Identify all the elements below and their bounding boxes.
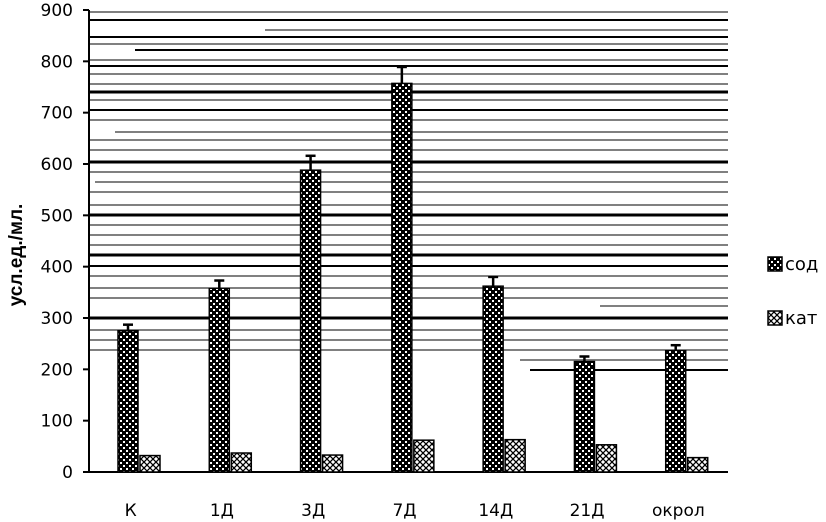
x-tick-label: 3Д bbox=[301, 501, 325, 521]
bar-kat-2 bbox=[321, 454, 344, 473]
bar-kat-0 bbox=[139, 454, 161, 473]
bar-sod-5 bbox=[573, 360, 596, 473]
y-tick-label: 200 bbox=[41, 360, 73, 380]
y-tick-label: 700 bbox=[41, 104, 73, 124]
bar-sod-3 bbox=[391, 82, 413, 473]
y-tick-label: 400 bbox=[41, 258, 73, 278]
bar-kat-4 bbox=[504, 438, 526, 473]
legend: сод кат bbox=[767, 254, 818, 329]
y-tick-label: 0 bbox=[62, 463, 73, 483]
y-tick-label: 900 bbox=[41, 1, 73, 21]
bar-kat-6 bbox=[686, 456, 709, 473]
legend-swatch-sod bbox=[767, 256, 783, 272]
bar-sod-2 bbox=[299, 169, 322, 473]
bar-sod-0 bbox=[117, 330, 139, 473]
bar-sod-6 bbox=[664, 349, 687, 473]
y-tick-label: 300 bbox=[41, 309, 73, 329]
bar-kat-3 bbox=[413, 439, 435, 473]
bar-sod-4 bbox=[482, 285, 504, 473]
y-axis-label: усл.ед./мл. bbox=[6, 204, 27, 307]
x-tick-labels: К 1Д 3Д 7Д 14Д 21Д окрол bbox=[125, 501, 705, 521]
y-tick-label: 800 bbox=[41, 52, 73, 72]
y-tick-label: 500 bbox=[41, 206, 73, 226]
bar-sod-1 bbox=[208, 287, 231, 473]
x-tick-label: 1Д bbox=[210, 501, 234, 521]
y-tick-label: 600 bbox=[41, 155, 73, 175]
bar-kat-1 bbox=[230, 452, 253, 473]
x-tick-label: 7Д bbox=[392, 501, 416, 521]
bars-group bbox=[117, 65, 709, 473]
bar-kat-5 bbox=[595, 444, 618, 473]
y-tick-labels: 0 100 200 300 400 500 600 700 800 900 bbox=[41, 1, 73, 483]
legend-label-sod: сод bbox=[785, 254, 818, 275]
legend-swatch-kat bbox=[767, 310, 783, 326]
x-tick-label: 21Д bbox=[570, 501, 605, 521]
y-tick-label: 100 bbox=[41, 412, 73, 432]
x-tick-label: 14Д bbox=[478, 501, 513, 521]
x-tick-label: окрол bbox=[652, 501, 705, 521]
legend-label-kat: кат bbox=[785, 308, 817, 329]
x-tick-label: К bbox=[125, 501, 137, 521]
